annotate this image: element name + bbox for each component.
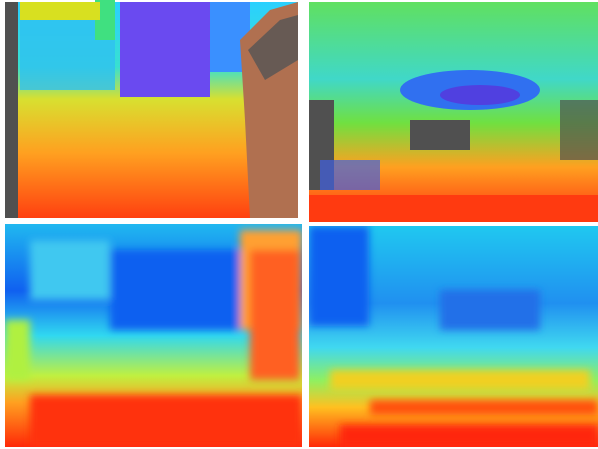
panel-top-right — [309, 2, 598, 222]
panel-bottom-right — [309, 226, 598, 447]
panel-top-left — [5, 0, 298, 218]
depth-map-grid — [0, 0, 598, 449]
panel-bottom-left — [5, 224, 302, 447]
